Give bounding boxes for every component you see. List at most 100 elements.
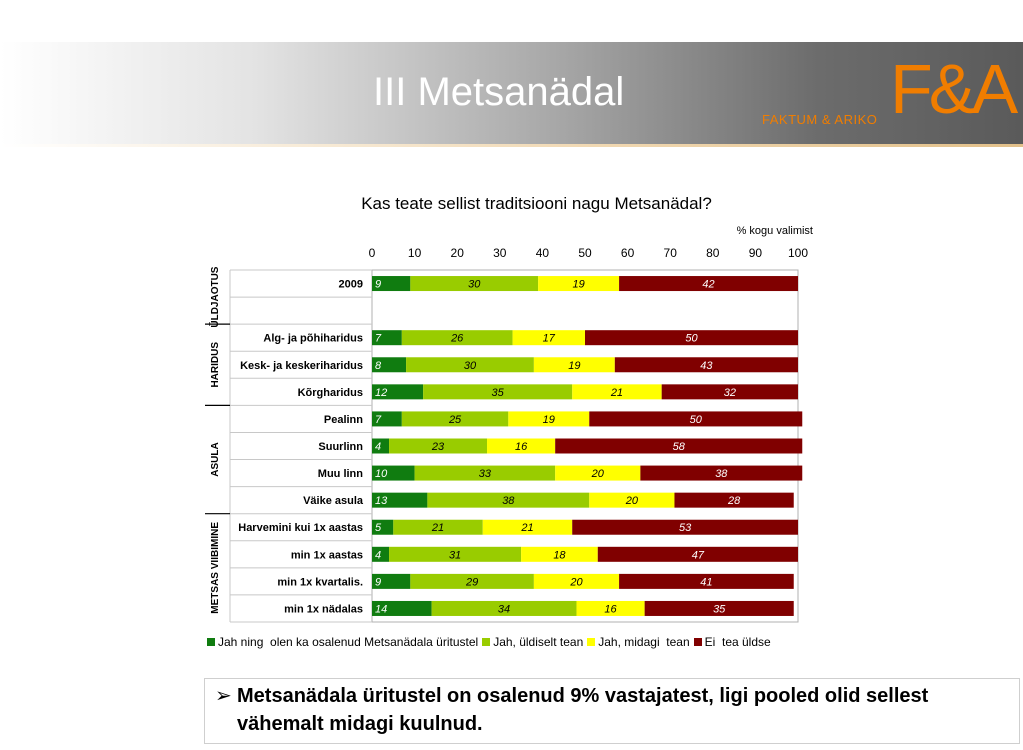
x-tick-label: 80: [706, 246, 720, 260]
data-label: 19: [543, 414, 555, 426]
data-label: 23: [431, 441, 445, 453]
header-divider: [0, 144, 1023, 147]
bar-segment: [372, 384, 424, 400]
legend-item: Jah, üldiselt tean: [482, 635, 583, 649]
bar-segment: [674, 492, 794, 508]
data-label: 42: [702, 279, 714, 291]
data-label: 25: [448, 414, 462, 426]
legend-item: Ei tea üldse: [693, 635, 771, 649]
bar-segment: [487, 438, 556, 454]
bar-segment: [372, 411, 402, 427]
data-label: 50: [690, 414, 703, 426]
bar-segment: [431, 600, 577, 616]
bar-segment: [508, 411, 590, 427]
data-label: 20: [569, 576, 583, 588]
data-label: 21: [431, 522, 444, 534]
bar-segment: [372, 438, 390, 454]
bar-segment: [661, 384, 798, 400]
data-label: 20: [591, 468, 605, 480]
data-label: 9: [375, 279, 381, 291]
arrow-bullet-icon: ➢: [215, 685, 232, 707]
bar-segment: [640, 465, 803, 481]
data-label: 32: [724, 387, 736, 399]
group-label: ASULA: [210, 442, 221, 476]
bar-segment: [533, 573, 620, 589]
category-label: Muu linn: [318, 468, 363, 480]
bar-segment: [521, 546, 598, 562]
data-label: 4: [375, 549, 381, 561]
data-label: 38: [715, 468, 728, 480]
bar-segment: [372, 492, 428, 508]
data-label: 58: [673, 441, 686, 453]
bar-segment: [372, 465, 415, 481]
data-label: 38: [502, 495, 515, 507]
bar-segment: [414, 465, 556, 481]
unit-label: % kogu valimist: [736, 225, 813, 237]
data-label: 31: [449, 549, 461, 561]
category-label: min 1x nädalas: [284, 603, 363, 615]
category-label: Alg- ja põhiharidus: [263, 333, 363, 345]
category-label: Harvemini kui 1x aastas: [238, 522, 363, 534]
category-label: Suurlinn: [318, 441, 363, 453]
data-label: 35: [713, 603, 726, 615]
group-label: ÜLDJAOTUS: [208, 266, 221, 327]
bar-segment: [589, 492, 675, 508]
x-tick-label: 60: [621, 246, 635, 260]
data-label: 43: [700, 360, 713, 372]
x-tick-label: 100: [788, 246, 808, 260]
bar-segment: [555, 438, 803, 454]
data-label: 53: [679, 522, 692, 534]
bar-segment: [372, 357, 407, 373]
bar-segment: [644, 600, 794, 616]
bar-segment: [372, 600, 432, 616]
legend-swatch: [207, 638, 215, 646]
data-label: 33: [479, 468, 492, 480]
x-tick-label: 70: [664, 246, 678, 260]
page-title: III Metsanädal: [373, 70, 625, 114]
x-tick-label: 20: [451, 246, 465, 260]
bar-segment: [589, 411, 803, 427]
data-label: 16: [604, 603, 617, 615]
x-tick-label: 0: [369, 246, 376, 260]
bar-segment: [512, 330, 585, 346]
bar-segment: [572, 384, 662, 400]
data-label: 19: [568, 360, 580, 372]
x-tick-label: 10: [408, 246, 422, 260]
legend-label: Ei tea üldse: [704, 635, 771, 649]
data-label: 14: [375, 603, 387, 615]
data-label: 30: [464, 360, 477, 372]
category-label: Väike asula: [303, 495, 364, 507]
legend-label: Jah ning olen ka osalenud Metsanädala ür…: [218, 635, 479, 649]
bar-segment: [619, 276, 798, 292]
data-label: 41: [700, 576, 712, 588]
bar-segment: [576, 600, 645, 616]
bar-segment: [533, 357, 615, 373]
category-label: Pealinn: [324, 414, 363, 426]
data-label: 16: [515, 441, 528, 453]
bar-segment: [585, 330, 798, 346]
data-label: 26: [450, 333, 464, 345]
legend-item: Jah, midagi tean: [587, 635, 690, 649]
category-label: Kõrgharidus: [298, 387, 363, 399]
category-label: min 1x aastas: [291, 549, 363, 561]
bar-segment: [555, 465, 641, 481]
data-label: 9: [375, 576, 381, 588]
bar-segment: [401, 330, 513, 346]
group-label: HARIDUS: [210, 342, 221, 388]
bar-segment: [410, 573, 534, 589]
bar-segment: [372, 573, 411, 589]
x-tick-label: 40: [536, 246, 550, 260]
data-label: 5: [375, 522, 382, 534]
category-label: 2009: [339, 279, 363, 291]
bar-segment: [538, 276, 620, 292]
bar-segment: [389, 438, 488, 454]
chart-title: Kas teate sellist traditsiooni nagu Mets…: [361, 194, 712, 213]
x-tick-label: 30: [493, 246, 507, 260]
legend-swatch: [482, 638, 491, 646]
data-label: 30: [468, 279, 481, 291]
data-label: 50: [685, 333, 698, 345]
bar-segment: [597, 546, 798, 562]
category-label: Kesk- ja keskeriharidus: [240, 360, 363, 372]
data-label: 34: [498, 603, 510, 615]
x-tick-label: 90: [749, 246, 763, 260]
